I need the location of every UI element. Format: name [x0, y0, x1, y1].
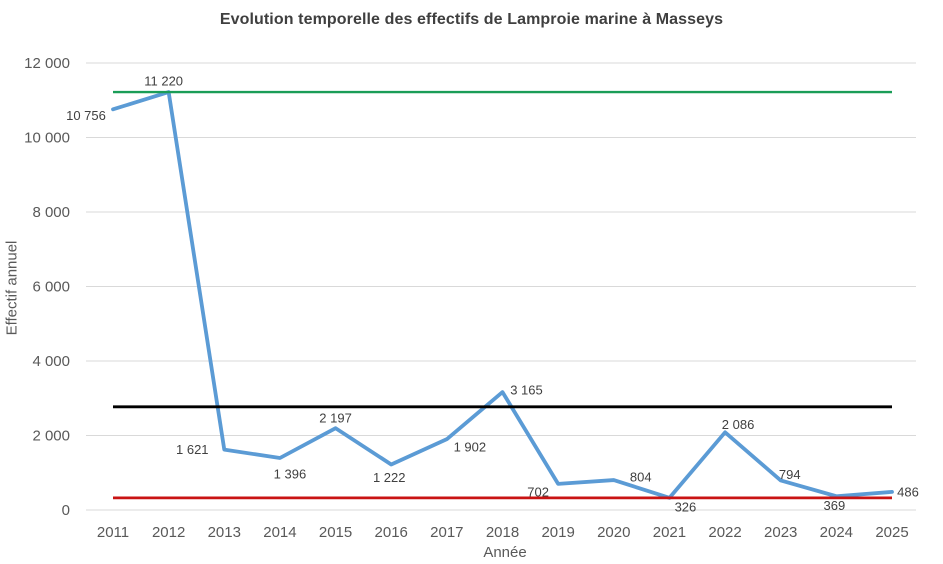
y-tick-label: 2 000 — [32, 428, 70, 445]
data-label: 2 086 — [722, 417, 755, 432]
data-label: 369 — [824, 498, 846, 513]
x-tick-label: 2015 — [319, 524, 352, 541]
data-label: 2 197 — [319, 411, 352, 426]
x-tick-label: 2012 — [152, 524, 185, 541]
x-tick-label: 2013 — [208, 524, 241, 541]
x-tick-label: 2024 — [820, 524, 853, 541]
x-tick-label: 2016 — [375, 524, 408, 541]
data-label: 1 396 — [274, 466, 307, 481]
x-tick-label: 2019 — [541, 524, 574, 541]
y-tick-label: 10 000 — [24, 130, 70, 147]
data-label: 804 — [630, 470, 652, 485]
data-label: 11 220 — [144, 74, 183, 89]
data-label: 1 902 — [454, 440, 487, 455]
x-tick-label: 2011 — [97, 524, 129, 541]
series-line-effectif — [111, 90, 894, 500]
y-tick-label: 0 — [62, 502, 70, 519]
y-tick-label: 8 000 — [32, 204, 70, 221]
y-tick-label: 4 000 — [32, 353, 70, 370]
data-label: 3 165 — [510, 383, 543, 398]
data-label: 326 — [675, 499, 697, 514]
x-axis-title: Année — [483, 544, 527, 561]
x-tick-label: 2014 — [263, 524, 296, 541]
x-tick-label: 2025 — [875, 524, 908, 541]
data-label: 702 — [527, 484, 549, 499]
x-tick-label: 2021 — [653, 524, 686, 541]
x-tick-label: 2020 — [597, 524, 630, 541]
y-tick-label: 12 000 — [24, 55, 70, 72]
x-tick-label: 2018 — [486, 524, 519, 541]
y-axis-title: Effectif annuel — [3, 240, 21, 336]
x-tick-label: 2023 — [764, 524, 797, 541]
data-label: 1 222 — [373, 470, 406, 485]
y-tick-label: 6 000 — [32, 279, 70, 296]
data-label: 486 — [897, 484, 919, 499]
x-tick-label: 2017 — [430, 524, 463, 541]
chart-title: Evolution temporelle des effectifs de La… — [219, 11, 724, 28]
data-label: 794 — [779, 467, 801, 482]
x-tick-label: 2022 — [708, 524, 741, 541]
data-label: 1 621 — [176, 442, 209, 457]
data-label: 10 756 — [66, 108, 106, 123]
